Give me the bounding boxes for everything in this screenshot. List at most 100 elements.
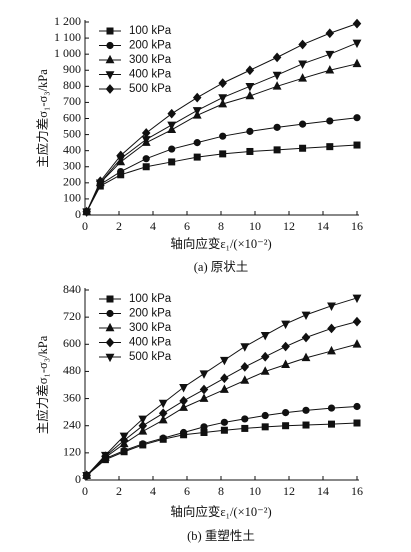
marker xyxy=(328,420,335,428)
marker xyxy=(352,58,362,68)
marker xyxy=(199,370,209,379)
marker xyxy=(281,320,291,330)
marker xyxy=(240,375,250,384)
legend-marker xyxy=(105,54,115,64)
y-tick-label: 300 xyxy=(63,159,81,173)
marker xyxy=(261,411,269,420)
y-tick-label: 1 000 xyxy=(54,46,81,60)
marker xyxy=(301,311,311,321)
legend-label: 200 kPa xyxy=(129,40,172,52)
x-tick-label: 4 xyxy=(150,219,156,233)
marker xyxy=(302,406,310,414)
x-tick-label: 8 xyxy=(218,219,224,233)
marker xyxy=(199,384,209,395)
marker xyxy=(138,426,148,435)
x-tick-label: 14 xyxy=(317,484,329,498)
x-tick-label: 6 xyxy=(184,219,190,233)
legend-marker xyxy=(106,295,114,303)
marker xyxy=(353,114,361,122)
y-tick-label: 1 200 xyxy=(54,14,81,28)
y-tick-label: 0 xyxy=(75,207,81,221)
marker xyxy=(326,117,334,125)
marker xyxy=(138,415,148,425)
marker xyxy=(241,424,249,432)
x-tick-label: 16 xyxy=(351,484,363,498)
marker xyxy=(245,65,255,76)
y-tick-label: 240 xyxy=(63,417,81,431)
marker xyxy=(327,323,336,334)
y-tick-label: 1 100 xyxy=(54,30,81,44)
x-tick-label: 0 xyxy=(82,484,88,498)
y-tick-label: 700 xyxy=(63,94,81,108)
marker xyxy=(220,426,228,434)
x-axis-label: 轴向应变ε₁/(×10⁻²) xyxy=(170,504,271,519)
series-line xyxy=(86,117,358,213)
marker xyxy=(302,421,310,429)
x-tick-label: 2 xyxy=(116,219,122,233)
x-tick-label: 14 xyxy=(317,219,329,233)
marker xyxy=(352,18,362,29)
marker xyxy=(82,472,92,481)
marker xyxy=(179,395,188,406)
marker xyxy=(246,147,254,155)
marker xyxy=(219,150,227,158)
marker xyxy=(199,393,209,402)
marker xyxy=(273,123,281,131)
y-tick-label: 500 xyxy=(63,126,81,140)
caption: (a) 原状土 xyxy=(194,260,249,274)
marker xyxy=(272,71,282,81)
legend-label: 400 kPa xyxy=(129,337,172,349)
legend-label: 500 kPa xyxy=(129,351,172,363)
marker xyxy=(240,362,250,372)
marker xyxy=(219,356,229,366)
marker xyxy=(159,434,167,442)
marker xyxy=(241,415,249,423)
marker xyxy=(245,83,255,92)
y-tick-label: 800 xyxy=(63,78,81,92)
marker xyxy=(218,94,228,103)
legend-marker xyxy=(105,84,115,94)
marker xyxy=(301,332,311,343)
series-line xyxy=(86,343,358,476)
x-tick-label: 2 xyxy=(116,484,122,498)
y-axis-label: 主应力差σ₁-σ₃/kPa xyxy=(35,69,50,168)
marker xyxy=(82,206,91,217)
marker xyxy=(141,128,151,138)
y-tick-label: 720 xyxy=(63,309,81,323)
marker xyxy=(193,153,201,161)
marker xyxy=(353,141,361,149)
x-tick-label: 10 xyxy=(249,219,261,233)
x-tick-label: 4 xyxy=(150,484,156,498)
y-tick-label: 200 xyxy=(63,175,81,189)
marker xyxy=(220,418,228,426)
marker xyxy=(168,145,176,153)
marker xyxy=(282,408,290,417)
marker xyxy=(245,90,255,100)
x-tick-label: 12 xyxy=(283,219,295,233)
caption: (b) 重塑性土 xyxy=(187,528,255,543)
marker xyxy=(301,352,311,362)
marker xyxy=(167,108,176,119)
legend-marker xyxy=(105,353,115,363)
marker xyxy=(325,65,335,74)
legend-label: 500 kPa xyxy=(129,83,172,95)
legend-label: 100 kPa xyxy=(129,25,172,37)
marker xyxy=(272,81,282,90)
marker xyxy=(192,107,202,116)
legend-marker xyxy=(105,71,115,80)
marker xyxy=(142,163,150,171)
x-tick-label: 16 xyxy=(351,219,363,233)
legend-label: 300 kPa xyxy=(129,54,172,66)
y-axis-label: 主应力差σ₁-σ₃/kPa xyxy=(35,335,50,434)
marker xyxy=(193,139,201,147)
series-line xyxy=(86,42,358,212)
marker xyxy=(220,373,229,384)
marker xyxy=(168,158,176,166)
marker xyxy=(117,167,125,176)
marker xyxy=(352,339,362,348)
y-tick-label: 120 xyxy=(63,445,81,459)
legend-label: 300 kPa xyxy=(129,322,172,334)
y-tick-label: 400 xyxy=(63,142,81,156)
marker xyxy=(218,98,228,108)
x-tick-label: 6 xyxy=(184,484,190,498)
